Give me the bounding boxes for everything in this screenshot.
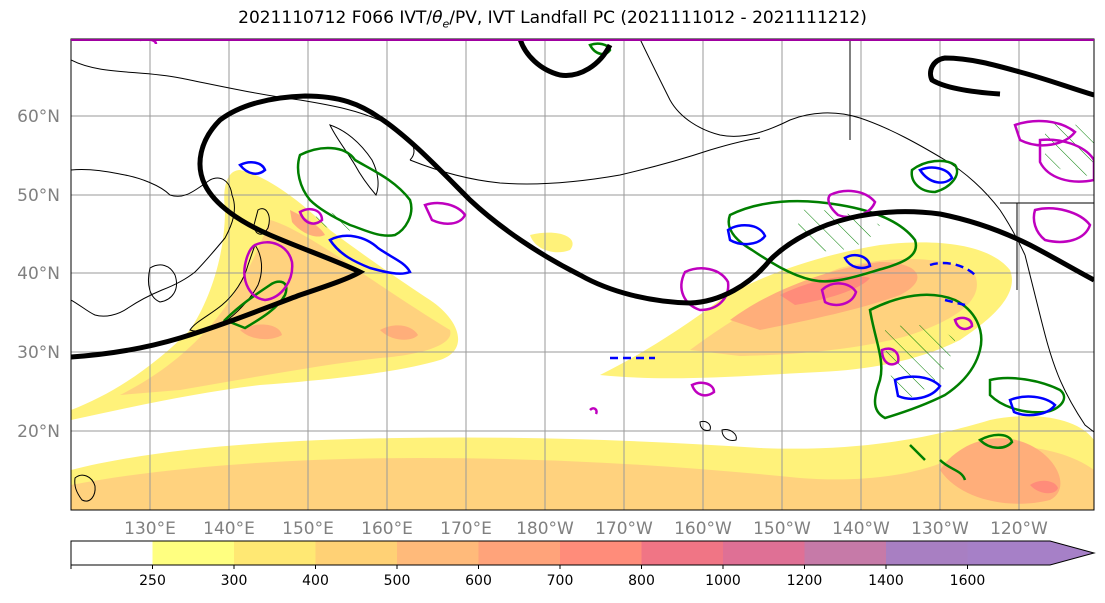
colorbar-segment <box>886 541 968 565</box>
colorbar-segment <box>723 541 805 565</box>
blue-contours <box>238 161 1057 417</box>
lon-label-140w: 140°W <box>832 519 890 539</box>
title-theta: θ <box>432 8 443 28</box>
pv-contour-northeast <box>928 55 1094 98</box>
lon-label-130e: 130°E <box>124 519 176 539</box>
coast-aleutians <box>409 137 761 185</box>
colorbar-segment <box>315 541 397 565</box>
lon-label-120w: 120°W <box>990 519 1048 539</box>
ivt-west-plume-high <box>240 210 418 340</box>
green-contour-south <box>909 433 1014 481</box>
colorbar-tick-label: 1600 <box>950 573 986 589</box>
ivt-west-plume-mid <box>120 220 451 395</box>
colorbar-tick-label: 500 <box>384 573 411 589</box>
lon-label-160w: 160°W <box>674 519 732 539</box>
lat-label-50: 50°N <box>17 186 60 206</box>
ivt-south-band-high <box>940 438 1061 504</box>
blue-contour-gulf <box>918 166 954 184</box>
colorbar-segment <box>804 541 886 565</box>
hatched-regions <box>310 123 1094 400</box>
magenta-contour-japan <box>243 241 294 302</box>
green-contour-japan <box>222 280 288 330</box>
blue-contour-kamchatka <box>238 161 267 175</box>
colorbar-segment <box>560 541 642 565</box>
hatch-southeast <box>885 324 955 400</box>
green-contour-coast <box>988 376 1066 414</box>
colorbar-segment <box>234 541 316 565</box>
coast-korea <box>147 264 177 303</box>
figure-title: 2021110712 F066 IVT/θe/PV, IVT Landfall … <box>0 8 1105 30</box>
magenta-contours <box>139 39 1094 415</box>
lon-label-160e: 160°E <box>361 519 413 539</box>
green-contour-east <box>727 199 918 283</box>
lon-label-140e: 140°E <box>203 519 255 539</box>
ivt-south-band-mid <box>71 446 1094 510</box>
coast-hawaii <box>699 421 737 441</box>
map-top-edge <box>71 39 1094 41</box>
coast-asia <box>71 169 235 317</box>
title-theta-sub: e <box>442 17 450 31</box>
border-canada-us <box>849 39 1094 290</box>
colorbar-outline <box>70 540 1096 566</box>
coast-alaska <box>639 39 1026 256</box>
magenta-contour-small-west <box>298 208 324 225</box>
colorbar: 250 300 400 500 600 700 800 1000 1200 1400 1600 <box>70 540 1096 589</box>
green-contour-southeast <box>868 293 983 420</box>
lon-label-170e: 170°E <box>440 519 492 539</box>
hatch-north-america <box>1045 123 1094 176</box>
colorbar-tick-label: 1200 <box>787 573 823 589</box>
lat-label-30: 30°N <box>17 343 60 363</box>
colorbar-segment <box>397 541 479 565</box>
magenta-contour-small <box>139 39 974 415</box>
green-contour-gulf <box>910 159 959 194</box>
colorbar-extend <box>967 541 1094 565</box>
magenta-contour-central <box>680 267 730 312</box>
colorbar-segment <box>641 541 723 565</box>
coast-philippines <box>74 474 96 502</box>
colorbar-tick-label: 1000 <box>705 573 741 589</box>
pv-contour-main <box>71 93 1094 360</box>
coast-na-west <box>1024 254 1094 433</box>
colorbar-tick-label: 600 <box>465 573 492 589</box>
colorbar-tick-label: 700 <box>547 573 574 589</box>
blue-contour-dashed <box>610 261 976 360</box>
ivt-south-band-peak <box>1030 480 1058 494</box>
pv-contour-north <box>517 39 613 78</box>
ivt-east-plume-peak <box>780 275 870 305</box>
colorbar-tick-label: 300 <box>221 573 248 589</box>
lat-labels: 60°N 50°N 40°N 30°N 20°N <box>17 107 60 442</box>
magenta-contour-mid-west <box>423 201 467 225</box>
colorbar-segment <box>71 541 153 565</box>
graticule <box>71 39 1094 510</box>
colorbar-segment <box>478 541 560 565</box>
blue-contour-aleutian <box>328 234 412 275</box>
title-prefix: 2021110712 F066 IVT/ <box>238 8 433 28</box>
lon-labels: 130°E 140°E 150°E 160°E 170°E 180°W 170°… <box>124 519 1048 539</box>
colorbar-tick-label: 800 <box>628 573 655 589</box>
lon-label-150e: 150°E <box>282 519 334 539</box>
lon-label-130w: 130°W <box>911 519 969 539</box>
colorbar-tick-label: 400 <box>302 573 329 589</box>
colorbar-segment <box>152 541 234 565</box>
title-suffix: /PV, IVT Landfall PC (2021111012 - 20211… <box>449 8 867 28</box>
lat-label-60: 60°N <box>17 107 60 127</box>
blue-contour-east <box>726 223 872 270</box>
colorbar-tick-label: 250 <box>139 573 166 589</box>
lat-label-40: 40°N <box>17 264 60 284</box>
colorbar-tick-label: 1400 <box>868 573 904 589</box>
pv-contours <box>71 39 1094 360</box>
lon-label-150w: 150°W <box>753 519 811 539</box>
blue-contour-southeast <box>893 375 1057 417</box>
lon-label-170w: 170°W <box>595 519 653 539</box>
lat-label-20: 20°N <box>17 422 60 442</box>
hatch-east <box>798 209 880 252</box>
lon-label-180w: 180°W <box>516 519 574 539</box>
map-area <box>71 39 1094 510</box>
hatch-aleutian <box>310 200 360 232</box>
ivt-blob-mid <box>530 232 573 253</box>
